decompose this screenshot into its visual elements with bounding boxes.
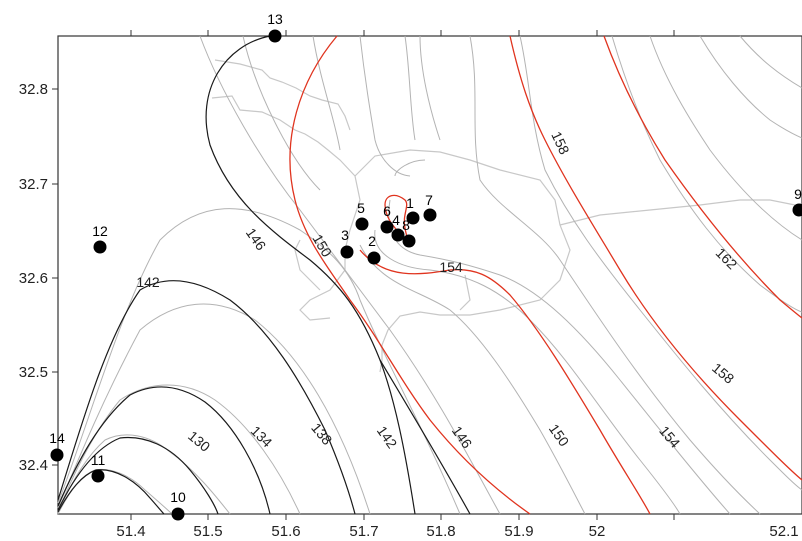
left-ticks xyxy=(52,88,58,466)
station-marker-5 xyxy=(355,217,369,231)
contour-label: 134 xyxy=(248,423,276,451)
station-label-2: 2 xyxy=(368,233,376,249)
station-label-9: 9 xyxy=(794,186,802,202)
x-tick-label: 52 xyxy=(589,523,606,540)
station-marker-6 xyxy=(380,220,394,234)
station-marker-12 xyxy=(93,240,107,254)
major-contours xyxy=(289,35,802,515)
x-tick-label: 51.4 xyxy=(116,523,145,540)
station-label-5: 5 xyxy=(357,200,365,216)
contour-label: 146 xyxy=(243,225,270,253)
station-marker-8 xyxy=(402,234,416,248)
station-label-7: 7 xyxy=(425,192,433,208)
station-marker-3 xyxy=(340,245,354,259)
y-tick-label: 32.8 xyxy=(19,81,48,98)
contour-label: 138 xyxy=(308,420,335,448)
x-tick-label: 52.1 xyxy=(769,523,798,540)
station-marker-1 xyxy=(406,211,420,225)
contour-label: 158 xyxy=(709,360,737,387)
contour-label: 130 xyxy=(185,428,213,455)
station-marker-14 xyxy=(50,448,64,462)
x-tick-label: 51.8 xyxy=(426,523,455,540)
station-label-1: 1 xyxy=(406,195,414,211)
station-marker-13 xyxy=(268,29,282,43)
contour-label: 150 xyxy=(310,231,336,259)
station-label-11: 11 xyxy=(91,452,106,468)
boundary-lines xyxy=(211,59,796,373)
y-tick-label: 32.7 xyxy=(19,176,48,193)
station-label-10: 10 xyxy=(170,489,186,505)
station-label-8: 8 xyxy=(402,217,410,233)
contour-label: 154 xyxy=(439,259,463,275)
intermediate-contours xyxy=(57,35,471,515)
station-label-14: 14 xyxy=(49,430,65,446)
station-marker-11 xyxy=(91,469,105,483)
station-marker-4 xyxy=(391,228,405,242)
x-tick-label: 51.9 xyxy=(504,523,533,540)
station-label-3: 3 xyxy=(341,227,349,243)
contour-labels: 130 134 138 142 146 142 146 150 154 150 … xyxy=(136,129,740,455)
station-label-13: 13 xyxy=(267,11,283,27)
x-tick-label: 51.7 xyxy=(349,523,378,540)
y-tick-label: 32.4 xyxy=(19,457,48,474)
station-marker-10 xyxy=(171,507,185,521)
station-label-12: 12 xyxy=(92,223,108,239)
x-tick-label: 51.5 xyxy=(193,523,222,540)
station-marker-2 xyxy=(367,251,381,265)
x-tick-label: 51.6 xyxy=(271,523,300,540)
stations: 1 2 3 4 5 6 7 8 9 10 11 12 13 14 xyxy=(49,11,802,521)
contour-label: 142 xyxy=(136,274,160,290)
contour-label: 142 xyxy=(374,423,401,451)
station-marker-9 xyxy=(792,203,802,217)
y-tick-label: 32.6 xyxy=(19,270,48,287)
station-label-4: 4 xyxy=(392,212,400,228)
station-label-6: 6 xyxy=(383,203,391,219)
y-tick-label: 32.5 xyxy=(19,364,48,381)
station-marker-7 xyxy=(423,208,437,222)
minor-contours xyxy=(57,35,802,515)
map-frame xyxy=(57,35,802,515)
contour-label: 150 xyxy=(546,421,573,449)
top-ticks xyxy=(130,30,675,36)
bottom-ticks xyxy=(130,514,675,520)
contour-label: 162 xyxy=(713,245,741,273)
